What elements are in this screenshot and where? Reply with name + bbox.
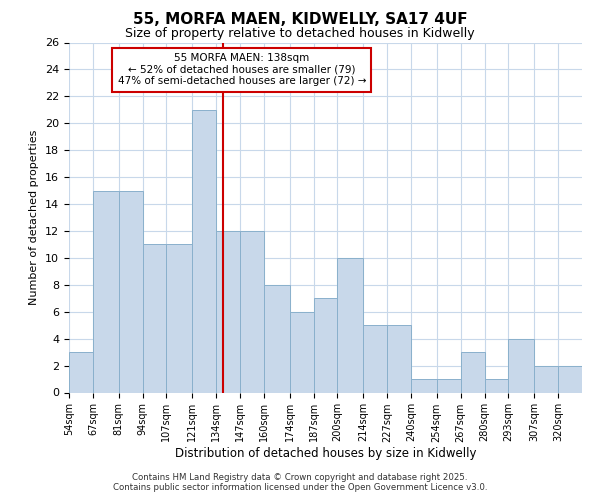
Y-axis label: Number of detached properties: Number of detached properties <box>29 130 40 305</box>
Bar <box>437 379 461 392</box>
Bar <box>240 231 264 392</box>
Bar <box>461 352 485 393</box>
Text: 55, MORFA MAEN, KIDWELLY, SA17 4UF: 55, MORFA MAEN, KIDWELLY, SA17 4UF <box>133 12 467 28</box>
Text: Contains HM Land Registry data © Crown copyright and database right 2025.
Contai: Contains HM Land Registry data © Crown c… <box>113 473 487 492</box>
Bar <box>166 244 192 392</box>
Bar <box>337 258 363 392</box>
Text: Size of property relative to detached houses in Kidwelly: Size of property relative to detached ho… <box>125 28 475 40</box>
X-axis label: Distribution of detached houses by size in Kidwelly: Distribution of detached houses by size … <box>175 448 476 460</box>
Bar <box>363 325 387 392</box>
Text: 55 MORFA MAEN: 138sqm
← 52% of detached houses are smaller (79)
47% of semi-deta: 55 MORFA MAEN: 138sqm ← 52% of detached … <box>118 54 366 86</box>
Bar <box>558 366 582 392</box>
Bar <box>534 366 558 392</box>
Bar <box>387 325 411 392</box>
Bar <box>411 379 437 392</box>
Bar <box>143 244 166 392</box>
Bar <box>508 338 534 392</box>
Bar <box>93 190 119 392</box>
Bar <box>290 312 314 392</box>
Bar <box>69 352 93 393</box>
Bar <box>119 190 143 392</box>
Bar <box>192 110 216 393</box>
Bar <box>264 285 290 393</box>
Bar <box>485 379 508 392</box>
Bar <box>314 298 337 392</box>
Bar <box>216 231 240 392</box>
